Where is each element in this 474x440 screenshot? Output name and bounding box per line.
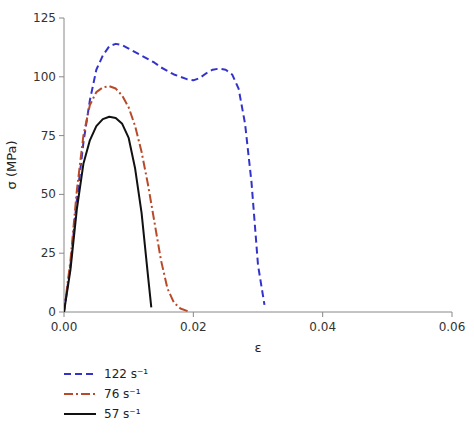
y-axis (64, 18, 65, 312)
series-line (64, 86, 190, 312)
y-tick-label: 125 (33, 11, 56, 25)
y-tick-label: 25 (41, 246, 56, 260)
y-tick-label: 0 (48, 305, 56, 319)
y-tick (59, 18, 64, 19)
legend-label: 122 s⁻¹ (104, 367, 148, 381)
legend-label: 57 s⁻¹ (104, 407, 141, 421)
legend-swatch (64, 373, 96, 375)
x-tick (193, 312, 194, 317)
x-axis (64, 312, 452, 313)
y-tick (59, 312, 64, 313)
x-tick (322, 312, 323, 317)
y-tick-label: 75 (41, 129, 56, 143)
y-tick (59, 253, 64, 254)
plot-area (64, 44, 264, 312)
y-tick-label: 50 (41, 187, 56, 201)
x-axis-label: ε (254, 340, 261, 355)
y-tick (59, 194, 64, 195)
y-tick (59, 76, 64, 77)
legend-swatch (64, 393, 96, 395)
x-tick-label: 0.04 (309, 320, 336, 334)
legend-label: 76 s⁻¹ (104, 387, 141, 401)
y-axis-label: σ (MPa) (4, 141, 19, 190)
x-tick-label: 0.00 (51, 320, 78, 334)
y-tick (59, 135, 64, 136)
x-tick (64, 312, 65, 317)
series-line (64, 117, 151, 312)
x-tick-label: 0.06 (439, 320, 466, 334)
chart: 0 25 50 75 100 125 0.00 0.02 0.04 0.06 ε σ (MPa) 122… (0, 0, 474, 440)
x-tick-label: 0.02 (180, 320, 207, 334)
legend: 122 s⁻¹ 76 s⁻¹ 57 s⁻¹ (64, 367, 148, 421)
legend-swatch (64, 413, 96, 415)
y-tick-label: 100 (33, 70, 56, 84)
series-line (64, 44, 264, 312)
x-tick (452, 312, 453, 317)
